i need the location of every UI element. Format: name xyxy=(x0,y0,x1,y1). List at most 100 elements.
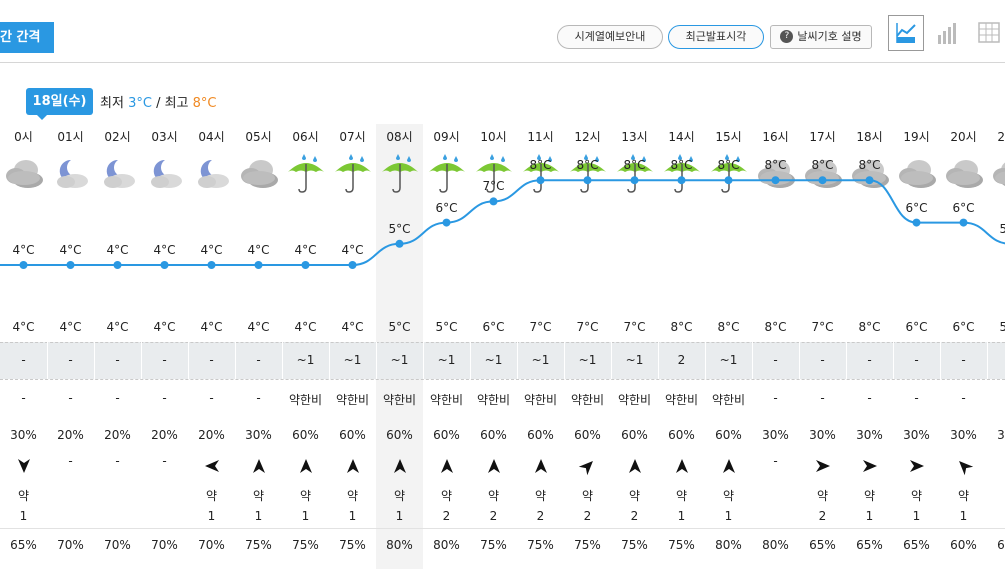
symbol-help-button[interactable]: ? 날씨기호 설명 xyxy=(770,25,872,49)
umbrella-icon xyxy=(329,152,376,199)
rain-amount: - xyxy=(21,353,26,367)
graph-view-icon[interactable] xyxy=(888,15,924,51)
band-separator xyxy=(846,342,847,379)
wind-strength: 약 xyxy=(393,489,406,503)
moon-cloud-icon xyxy=(94,154,141,197)
max-label: 최고 xyxy=(164,96,189,111)
recent-time-button[interactable]: 최근발표시각 xyxy=(668,25,764,49)
rain-amount: - xyxy=(256,353,261,367)
wind-arrow-icon xyxy=(533,458,549,474)
band-separator xyxy=(940,342,941,379)
hour-label: 15시 xyxy=(715,130,742,144)
precip-probability: 60% xyxy=(715,428,742,442)
feels-like-temp: 6°C xyxy=(482,320,505,334)
band-separator xyxy=(423,342,424,379)
temperature-point xyxy=(489,197,498,206)
humidity: 75% xyxy=(574,538,601,552)
band-separator xyxy=(752,342,753,379)
rain-amount: ~1 xyxy=(625,353,644,367)
forecast-info-button[interactable]: 시계열예보안내 xyxy=(557,25,663,49)
hour-label: 07시 xyxy=(339,130,366,144)
moon-cloud-icon xyxy=(188,154,235,197)
table-view-icon[interactable] xyxy=(972,15,1005,51)
precip-type: 약한비 xyxy=(476,393,511,407)
wind-speed: 1 xyxy=(912,509,921,523)
temperature-point xyxy=(301,261,310,269)
feels-like-temp: 6°C xyxy=(905,320,928,334)
feels-like-temp: 4°C xyxy=(153,320,176,334)
band-separator xyxy=(282,342,283,379)
temperature-curve xyxy=(0,179,1005,266)
max-temp: 8°C xyxy=(192,96,217,111)
band-separator xyxy=(564,342,565,379)
symbol-help-label: 날씨기호 설명 xyxy=(797,30,862,43)
precip-type: - xyxy=(115,391,120,405)
band-separator xyxy=(94,342,95,379)
temperature-point xyxy=(959,218,968,227)
rain-amount: - xyxy=(773,353,778,367)
feels-like-temp: 8°C xyxy=(858,320,881,334)
precip-type: 약한비 xyxy=(523,393,558,407)
precip-type: - xyxy=(68,391,73,405)
interval-tab[interactable]: 간 간격 xyxy=(0,22,54,53)
temperature-label: 4°C xyxy=(59,243,82,257)
humidity: 65% xyxy=(10,538,37,552)
rain-amount: - xyxy=(162,353,167,367)
temperature-label: 8°C xyxy=(670,158,693,173)
cloudy-icon xyxy=(893,154,940,197)
precip-probability: 60% xyxy=(339,428,366,442)
wind-strength: 약 xyxy=(487,489,500,503)
feels-like-temp: 5°C xyxy=(999,320,1005,334)
wind-arrow-icon xyxy=(16,458,32,474)
hour-label: 05시 xyxy=(245,130,272,144)
precip-type: 약한비 xyxy=(335,393,370,407)
wind-strength: 약 xyxy=(957,489,970,503)
hour-label: 19시 xyxy=(903,130,930,144)
min-temp: 3°C xyxy=(128,96,152,111)
hour-label: 13시 xyxy=(621,130,648,144)
wind-speed: 2 xyxy=(818,509,827,523)
temperature-point xyxy=(677,176,686,185)
precip-probability: 60% xyxy=(621,428,648,442)
wind-speed: 2 xyxy=(536,509,545,523)
humidity: 75% xyxy=(339,538,366,552)
temperature-label: 4°C xyxy=(12,243,35,257)
band-separator xyxy=(235,342,236,379)
wind-strength: 약 xyxy=(675,489,688,503)
wind-direction-none: - xyxy=(68,454,73,468)
temperature-point xyxy=(348,261,357,269)
band-separator xyxy=(329,342,330,379)
precip-probability: 60% xyxy=(668,428,695,442)
hour-label: 18시 xyxy=(856,130,883,144)
precip-probability: 60% xyxy=(433,428,460,442)
temperature-point xyxy=(207,261,216,269)
temperature-point xyxy=(160,261,169,269)
feels-like-temp: 6°C xyxy=(952,320,975,334)
rain-amount: - xyxy=(961,353,966,367)
humidity: 70% xyxy=(104,538,131,552)
precip-type: - xyxy=(820,391,825,405)
precip-type: 약한비 xyxy=(288,393,323,407)
cloudy-icon xyxy=(235,154,282,197)
bar-view-icon[interactable] xyxy=(930,15,966,51)
temperature-point xyxy=(113,261,122,269)
rain-amount: ~1 xyxy=(343,353,362,367)
rain-amount: - xyxy=(914,353,919,367)
precip-type: 약한비 xyxy=(570,393,605,407)
hour-label: 02시 xyxy=(104,130,131,144)
precip-probability: 60% xyxy=(386,428,413,442)
precip-probability: 20% xyxy=(57,428,84,442)
temperature-label: 4°C xyxy=(341,243,364,257)
wind-arrow-icon xyxy=(578,458,596,476)
wind-arrow-icon xyxy=(392,458,408,474)
wind-strength: 약 xyxy=(722,489,735,503)
precip-type: 약한비 xyxy=(711,393,746,407)
temperature-label: 6°C xyxy=(952,200,975,215)
feels-like-temp: 5°C xyxy=(388,320,411,334)
precip-probability: 30% xyxy=(997,428,1005,442)
temperature-label: 6°C xyxy=(905,200,928,215)
humidity: 75% xyxy=(621,538,648,552)
hour-label: 12시 xyxy=(574,130,601,144)
rain-amount: ~1 xyxy=(719,353,738,367)
wind-arrow-icon xyxy=(298,458,314,474)
